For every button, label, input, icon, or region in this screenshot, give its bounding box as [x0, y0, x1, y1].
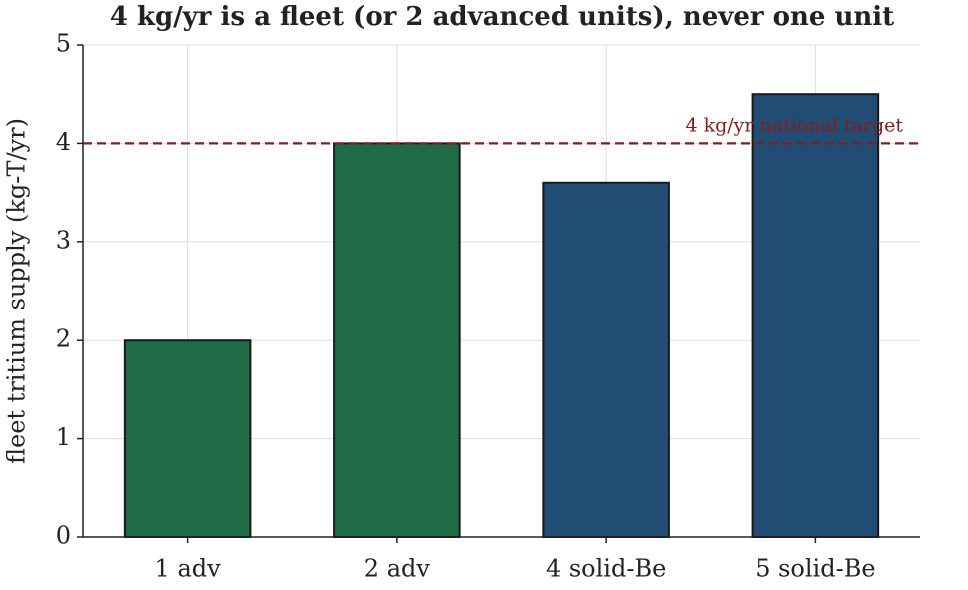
y-tick-label: 4 [56, 128, 71, 156]
chart-title: 4 kg/yr is a fleet (or 2 advanced units)… [110, 2, 894, 32]
reference-label: 4 kg/yr national target [685, 114, 903, 136]
x-tick-label: 2 adv [364, 555, 431, 583]
y-tick-label: 5 [56, 30, 71, 58]
x-tick-label: 5 solid-Be [755, 555, 875, 583]
y-axis-label: fleet tritium supply (kg-T/yr) [3, 118, 31, 464]
bar [333, 142, 461, 538]
y-tick-label: 3 [56, 226, 71, 254]
y-tick-label: 2 [56, 325, 71, 353]
y-tick-label: 1 [56, 423, 71, 451]
x-tick-label: 4 solid-Be [546, 555, 666, 583]
x-tick-label: 1 adv [155, 555, 222, 583]
y-tick-label: 0 [56, 522, 71, 550]
bar [123, 339, 252, 539]
bar [542, 181, 670, 538]
bar [751, 93, 880, 538]
